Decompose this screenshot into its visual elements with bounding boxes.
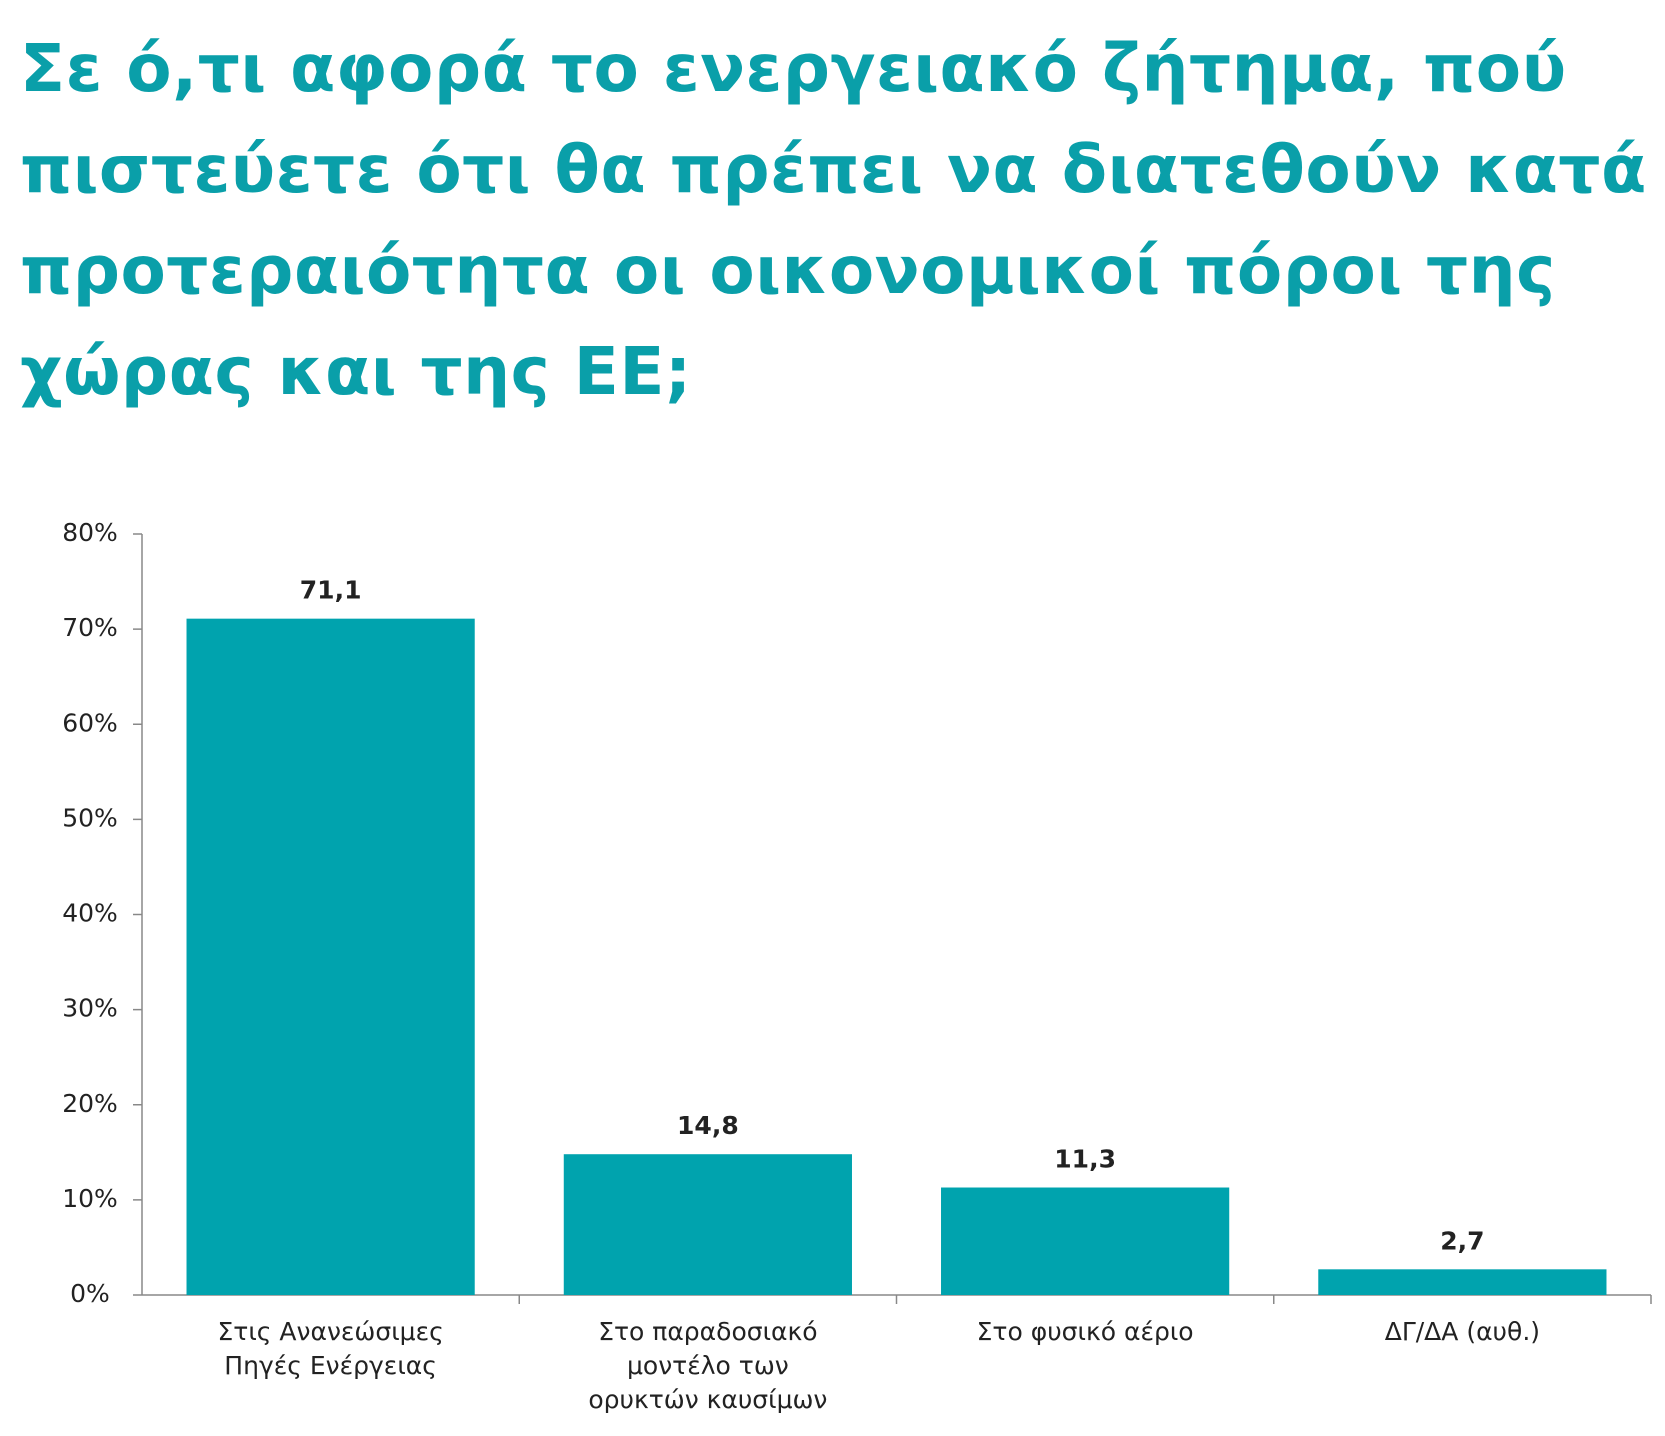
value-label: 11,3 xyxy=(1054,1145,1116,1174)
value-label: 71,1 xyxy=(300,576,362,605)
value-label: 14,8 xyxy=(677,1111,739,1140)
value-label: 2,7 xyxy=(1440,1226,1484,1255)
y-tick-label: 60% xyxy=(62,708,118,737)
y-tick-label: 40% xyxy=(62,899,118,928)
x-tick-label: Στις Ανανεώσιμες Πηγές Ενέργειας xyxy=(217,1317,444,1380)
bar xyxy=(563,1154,852,1295)
bar xyxy=(1318,1269,1607,1295)
bar xyxy=(186,618,475,1295)
y-tick-label: 30% xyxy=(62,994,118,1023)
x-tick-label: ΔΓ/ΔΑ (αυθ.) xyxy=(1384,1317,1541,1346)
x-tick-label: Στο φυσικό αέριο xyxy=(976,1317,1194,1346)
y-tick-label: 0% xyxy=(70,1279,110,1308)
y-tick-label: 70% xyxy=(62,613,118,642)
y-tick-label: 10% xyxy=(62,1184,118,1213)
y-tick-label: 20% xyxy=(62,1089,118,1118)
y-tick-label: 80% xyxy=(62,518,118,547)
chart-title: Σε ό,τι αφορά το ενεργειακό ζήτημα, πού … xyxy=(20,30,1647,410)
bar xyxy=(941,1187,1230,1295)
x-tick-label: Στο παραδοσιακό μοντέλο των ορυκτών καυσ… xyxy=(588,1317,828,1414)
y-tick-label: 50% xyxy=(62,803,118,832)
